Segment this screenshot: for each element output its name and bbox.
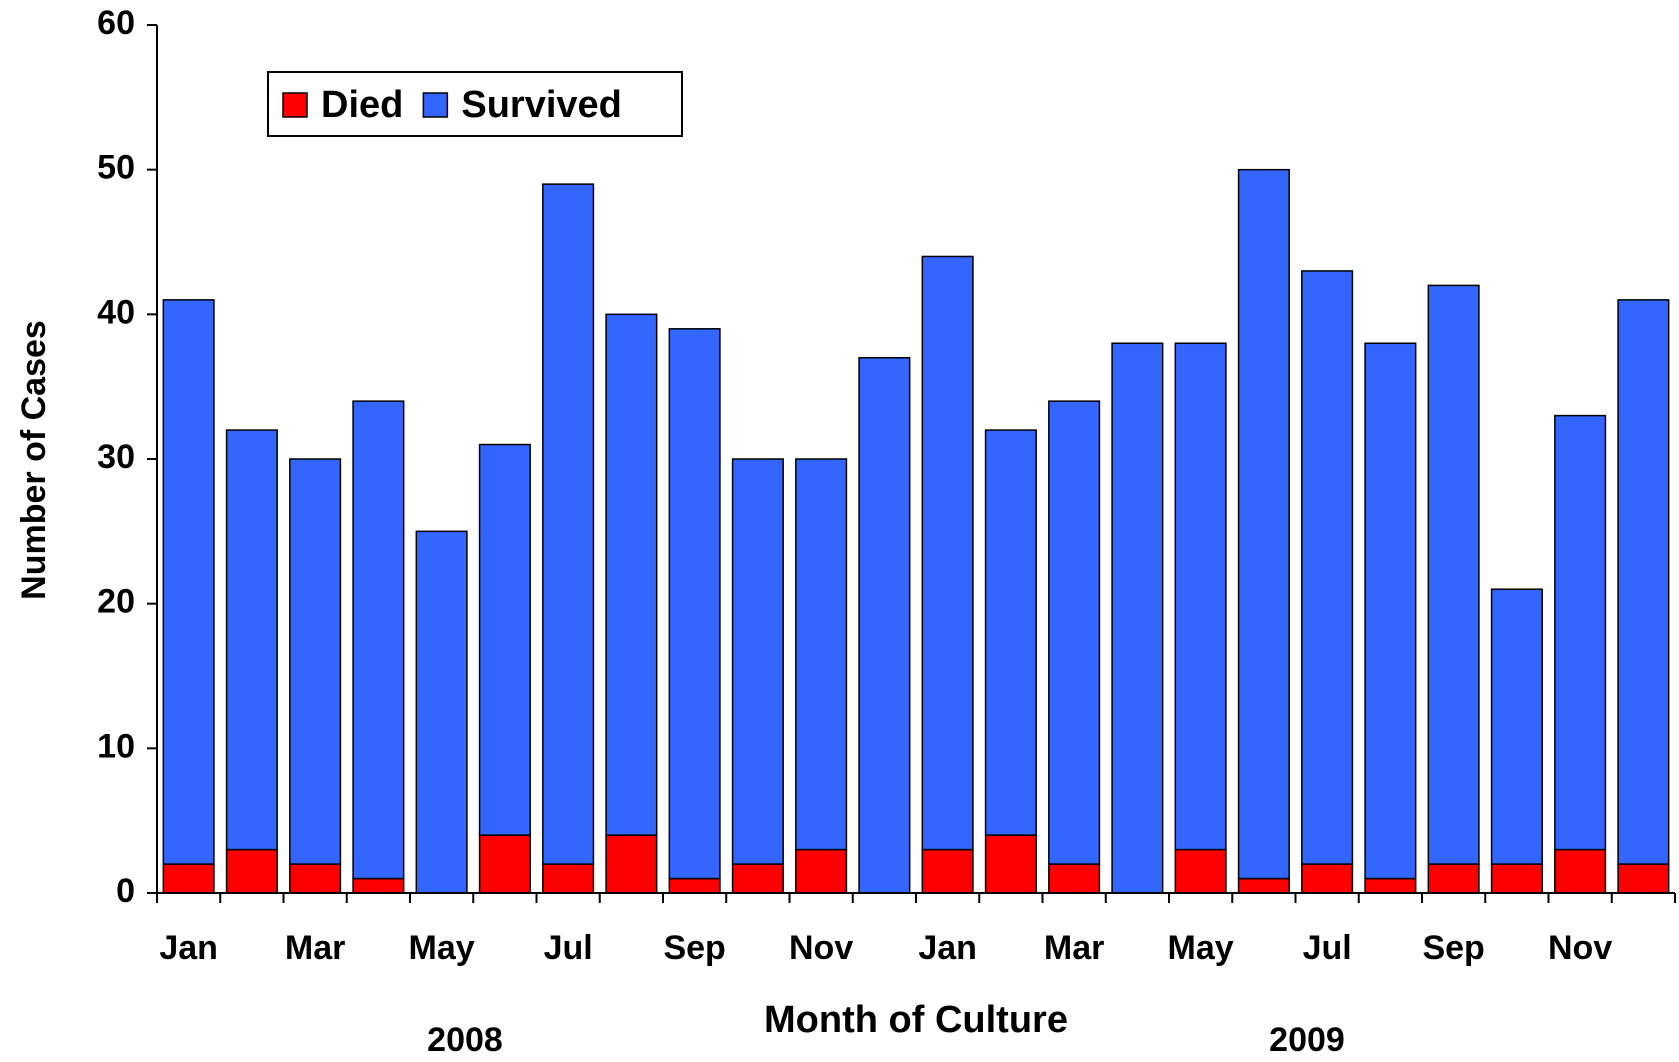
x-tick-label: Sep	[1422, 929, 1484, 967]
bar-segment	[162, 863, 215, 894]
bar-segment	[1174, 342, 1227, 851]
bar-segment	[1048, 400, 1101, 865]
bar-segment	[921, 848, 974, 894]
bar-segment	[731, 458, 784, 865]
year-label: 2008	[427, 1021, 503, 1059]
x-tick-label: Jan	[918, 929, 977, 967]
bar-segment	[1364, 877, 1417, 894]
legend-box	[267, 71, 683, 137]
x-tick-label: Jul	[1303, 929, 1352, 967]
y-tick-label: 50	[97, 149, 135, 187]
bar-segment	[795, 458, 848, 851]
x-tick-label: Mar	[1044, 929, 1104, 967]
bar-segment	[668, 877, 721, 894]
year-label: 2009	[1269, 1021, 1345, 1059]
x-tick-label: Nov	[1548, 929, 1612, 967]
bar-segment	[1237, 168, 1290, 880]
bar-segment	[352, 877, 405, 894]
x-tick-label: Nov	[789, 929, 853, 967]
bar-segment	[1617, 863, 1670, 894]
legend-swatch	[422, 92, 449, 118]
bar-segment	[731, 863, 784, 894]
bar-segment	[1427, 284, 1480, 865]
bar-segment	[542, 183, 595, 865]
bar-segment	[478, 834, 531, 894]
bar-segment	[415, 530, 468, 894]
bar-segment	[1490, 863, 1543, 894]
bar-segment	[289, 863, 342, 894]
y-axis-label: Number of Cases	[15, 320, 53, 600]
bar-segment	[1427, 863, 1480, 894]
x-tick-label: Mar	[285, 929, 345, 967]
bar-segment	[1490, 588, 1543, 865]
bar-segment	[352, 400, 405, 880]
bar-segment	[1237, 877, 1290, 894]
bar-segment	[795, 848, 848, 894]
bar-segment	[921, 255, 974, 851]
bar-segment	[605, 834, 658, 894]
x-tick-label: Jul	[544, 929, 593, 967]
bar-segment	[1554, 848, 1607, 894]
bar-segment	[542, 863, 595, 894]
y-tick-label: 40	[97, 293, 135, 331]
bar-segment	[1174, 848, 1227, 894]
bar-segment	[1301, 863, 1354, 894]
bar-segment	[858, 356, 911, 894]
x-tick-label: Sep	[663, 929, 725, 967]
x-tick-label: May	[409, 929, 475, 967]
bar-segment	[984, 834, 1037, 894]
legend-label: Died	[321, 84, 403, 126]
bar-segment	[1111, 342, 1164, 894]
x-tick-label: May	[1168, 929, 1234, 967]
x-axis-label: Month of Culture	[764, 999, 1068, 1041]
bar-segment	[478, 443, 531, 836]
legend-label: Survived	[461, 84, 622, 126]
bar-segment	[1554, 414, 1607, 851]
y-tick-label: 30	[97, 438, 135, 476]
bar-segment	[605, 313, 658, 836]
bar-segment	[668, 328, 721, 880]
y-tick-label: 10	[97, 727, 135, 765]
bar-segment	[1301, 270, 1354, 865]
bar-segment	[984, 429, 1037, 836]
y-tick-label: 60	[97, 4, 135, 42]
bar-segment	[1364, 342, 1417, 880]
y-tick-label: 20	[97, 583, 135, 621]
bar-segment	[225, 429, 278, 851]
bar-segment	[289, 458, 342, 865]
bar-segment	[1048, 863, 1101, 894]
bar-segment	[1617, 299, 1670, 865]
bar-segment	[225, 848, 278, 894]
legend-swatch	[282, 92, 308, 118]
bar-segment	[162, 299, 215, 865]
y-tick-label: 0	[116, 872, 135, 910]
x-tick-label: Jan	[159, 929, 218, 967]
